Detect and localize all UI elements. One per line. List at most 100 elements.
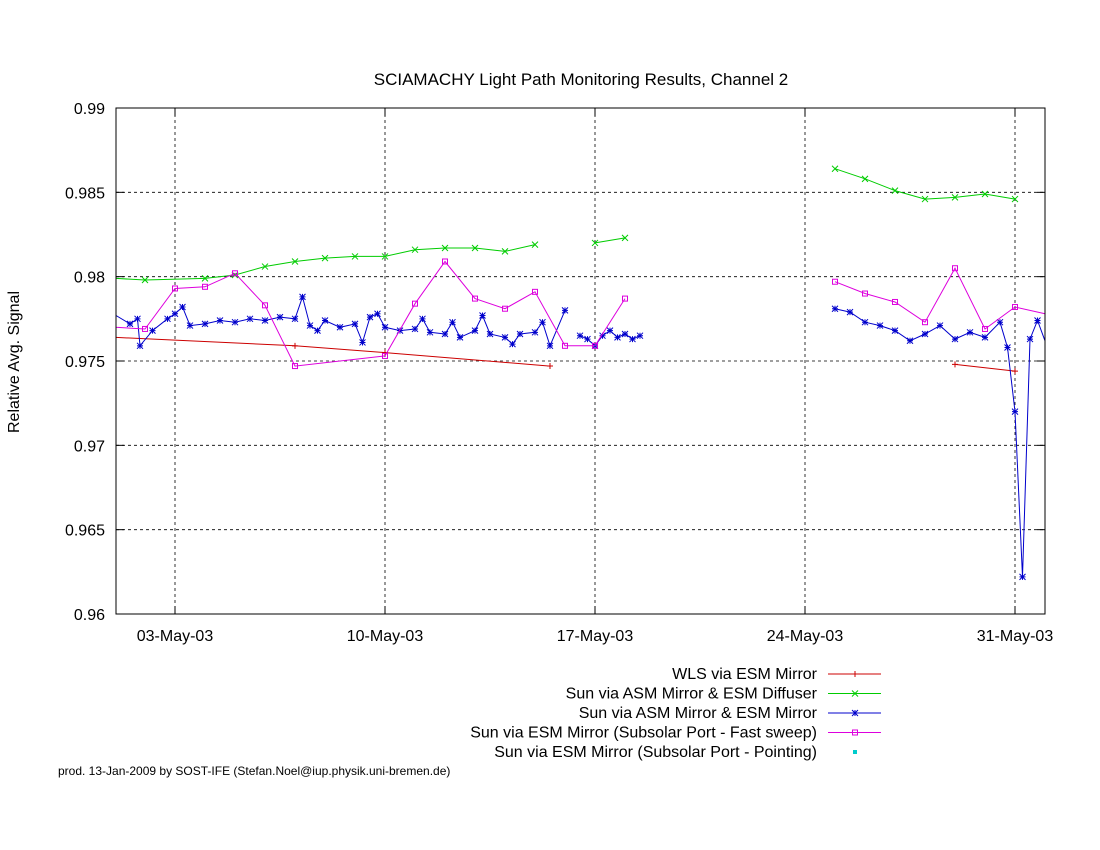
star-marker	[951, 335, 959, 343]
data-point	[576, 332, 584, 340]
data-point	[336, 323, 344, 331]
legend-entry-5: Sun via ESM Mirror (Subsolar Port - Poin…	[494, 744, 857, 761]
square-marker	[142, 325, 148, 332]
data-point	[382, 352, 388, 359]
y-axis-label: Relative Avg. Signal	[6, 291, 23, 433]
data-point	[134, 315, 141, 323]
series-line	[834, 168, 1016, 200]
cross-marker	[471, 244, 479, 252]
data-point	[952, 265, 958, 272]
star-marker	[1004, 344, 1011, 351]
data-point	[172, 285, 178, 292]
legend-sample-marker	[852, 729, 858, 736]
star-marker	[449, 318, 456, 326]
star-marker	[861, 318, 869, 326]
data-point	[921, 195, 929, 203]
data-point	[861, 175, 869, 183]
data-point	[441, 244, 449, 252]
star-marker	[584, 335, 591, 343]
data-point	[1011, 195, 1019, 203]
plus-marker	[852, 671, 858, 677]
cross-marker	[981, 190, 989, 198]
cross-marker	[141, 276, 149, 284]
star-marker	[201, 320, 209, 328]
series-layer	[115, 165, 1046, 581]
square-marker	[412, 300, 418, 307]
y-tick-label: 0.99	[74, 101, 105, 118]
data-point	[614, 334, 621, 341]
data-point	[562, 342, 568, 349]
cross-marker	[381, 253, 389, 260]
star-marker	[1034, 317, 1041, 324]
data-point	[831, 165, 839, 173]
star-marker	[359, 339, 366, 346]
data-point	[231, 318, 239, 326]
star-marker	[291, 315, 299, 323]
legend-sample-marker	[853, 750, 857, 754]
data-point	[292, 363, 298, 370]
data-point	[501, 334, 509, 341]
data-point	[539, 318, 546, 326]
series-line	[594, 237, 626, 244]
star-marker	[306, 322, 314, 329]
star-marker	[876, 322, 884, 329]
data-point	[411, 246, 419, 254]
star-marker	[636, 332, 644, 340]
star-marker	[851, 709, 859, 717]
data-point	[314, 327, 321, 334]
data-point	[591, 239, 599, 247]
square-marker	[172, 285, 178, 292]
data-point	[906, 337, 914, 345]
y-tick-label: 0.96	[74, 607, 105, 624]
star-marker	[479, 312, 486, 319]
data-point	[291, 258, 299, 265]
star-marker	[314, 327, 321, 334]
star-marker	[149, 327, 156, 334]
data-point	[1026, 335, 1034, 343]
data-point	[471, 244, 479, 252]
data-point	[531, 328, 539, 336]
data-point	[276, 313, 284, 321]
star-marker	[831, 305, 839, 313]
cross-marker	[591, 239, 599, 247]
data-point	[426, 328, 434, 336]
plus-marker	[1012, 368, 1018, 375]
data-point	[486, 330, 494, 338]
data-point	[306, 322, 314, 329]
data-point	[891, 187, 899, 195]
data-point	[351, 253, 359, 260]
cross-marker	[441, 244, 449, 252]
data-point	[516, 330, 524, 338]
square-marker	[232, 270, 238, 277]
series-line	[954, 363, 1016, 372]
star-marker	[381, 323, 389, 331]
data-point	[419, 315, 426, 323]
plus-marker	[547, 363, 553, 370]
star-marker	[936, 322, 944, 329]
data-point	[606, 327, 614, 334]
data-point	[1019, 573, 1026, 581]
data-point	[509, 340, 516, 348]
data-point	[141, 276, 149, 284]
cross-marker	[261, 263, 269, 270]
data-point	[441, 330, 449, 338]
star-marker	[539, 318, 546, 326]
legend-label: Sun via ASM Mirror & ESM Diffuser	[566, 686, 818, 703]
cross-marker	[501, 248, 509, 255]
star-marker	[509, 340, 516, 348]
legend-label: Sun via ESM Mirror (Subsolar Port - Fast…	[470, 725, 817, 742]
cross-marker	[951, 194, 959, 201]
data-point	[532, 288, 538, 295]
series-line	[115, 244, 536, 281]
star-marker	[299, 293, 306, 301]
star-marker	[614, 334, 621, 341]
data-point	[321, 317, 329, 324]
star-marker	[441, 330, 449, 338]
data-point	[411, 325, 419, 333]
star-marker	[164, 315, 171, 323]
star-marker	[471, 327, 479, 334]
y-tick-label: 0.97	[74, 438, 105, 455]
data-point	[186, 322, 194, 329]
data-point	[622, 295, 628, 302]
